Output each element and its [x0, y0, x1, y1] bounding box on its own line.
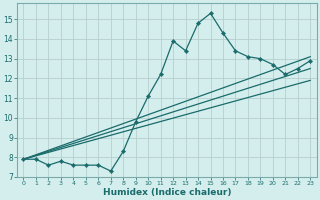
X-axis label: Humidex (Indice chaleur): Humidex (Indice chaleur) [103, 188, 231, 197]
